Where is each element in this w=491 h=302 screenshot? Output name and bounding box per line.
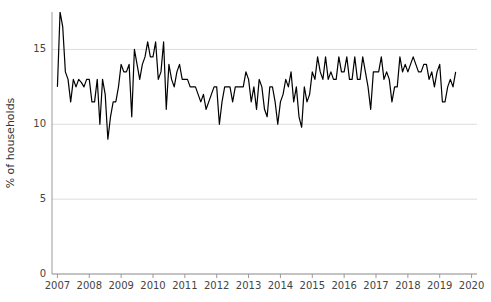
y-axis-line [52, 12, 53, 274]
plot-area [57, 12, 455, 139]
y-tick-label: 15 [33, 43, 46, 54]
chart-container: 0 5 10 15 2007 2008 2009 2010 2011 2012 2013 2014 20… [0, 0, 491, 302]
x-tick [407, 274, 408, 278]
x-tick [344, 274, 345, 278]
grid-line [52, 274, 477, 275]
x-tick-label: 2008 [77, 280, 102, 291]
x-tick-label: 2009 [108, 280, 133, 291]
x-tick [248, 274, 249, 278]
x-tick-label: 2012 [204, 280, 229, 291]
x-tick-label: 2013 [236, 280, 261, 291]
x-tick-label: 2018 [395, 280, 420, 291]
x-tick-label: 2020 [459, 280, 484, 291]
x-tick [184, 274, 185, 278]
data-line [57, 12, 455, 139]
x-tick [152, 274, 153, 278]
x-tick [216, 274, 217, 278]
y-tick-label: 5 [40, 193, 46, 204]
x-tick-label: 2014 [268, 280, 293, 291]
x-tick-label: 2015 [300, 280, 325, 291]
x-tick-label: 2010 [140, 280, 165, 291]
x-tick-label: 2011 [172, 280, 197, 291]
grid-line [52, 124, 477, 125]
y-tick-label: 10 [33, 118, 46, 129]
x-tick [376, 274, 377, 278]
x-tick [280, 274, 281, 278]
x-axis-line [52, 274, 477, 275]
x-tick [121, 274, 122, 278]
x-tick-label: 2017 [363, 280, 388, 291]
x-tick [312, 274, 313, 278]
page: {"chart_data": {"type": "line", "ylabel"… [0, 0, 491, 302]
x-tick-label: 2016 [331, 280, 356, 291]
grid-line [52, 49, 477, 50]
x-tick [471, 274, 472, 278]
y-axis-label: % of households [4, 97, 17, 188]
x-tick [89, 274, 90, 278]
chart: 0 5 10 15 2007 2008 2009 2010 2011 2012 2013 2014 20… [0, 0, 491, 302]
x-tick-label: 2019 [427, 280, 452, 291]
x-tick-label: 2007 [45, 280, 70, 291]
x-tick [439, 274, 440, 278]
x-tick [57, 274, 58, 278]
y-grid [52, 49, 477, 274]
grid-line [52, 199, 477, 200]
y-tick-label: 0 [40, 268, 46, 279]
